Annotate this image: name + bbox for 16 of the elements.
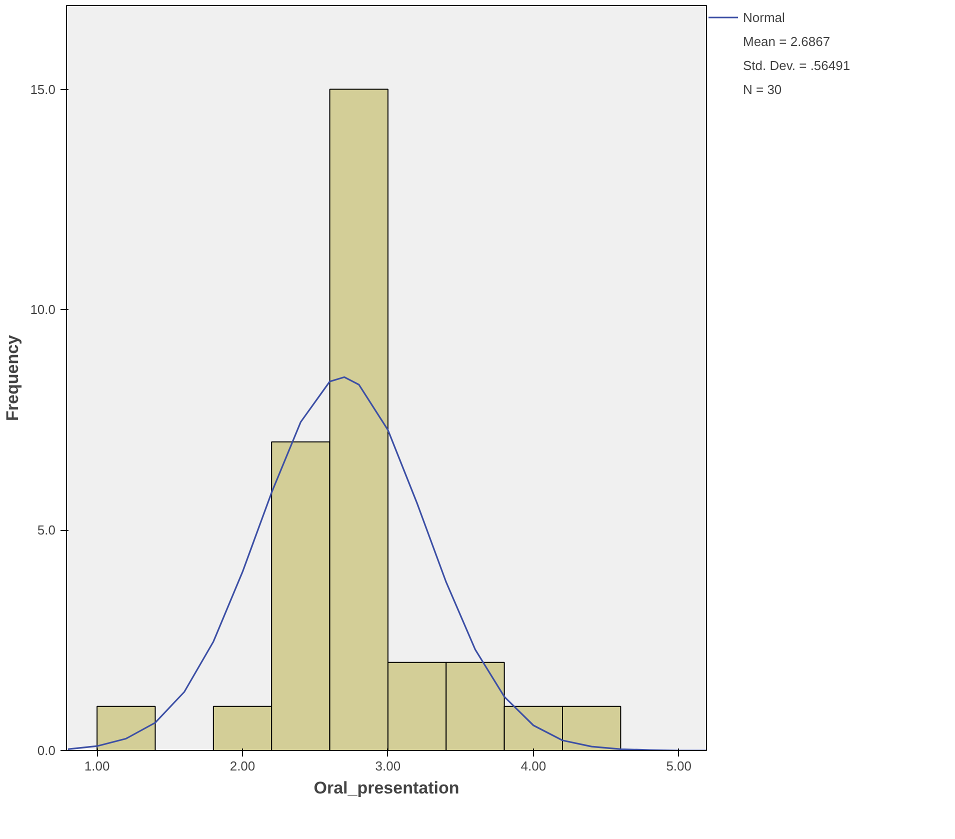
y-tick-label: 0.0 [37,743,56,758]
x-tick-label: 3.00 [375,758,401,774]
line-series [67,376,706,750]
y-axis-title: Frequency [3,334,22,421]
legend-label: Normal [743,10,786,24]
x-tick-label: 4.00 [520,758,546,774]
text: Mean = 2.6867 [743,34,832,48]
text: Std. Dev. = .56491 [743,58,852,72]
y-tick-label: 10.0 [30,302,56,318]
y-tick-label: 5.0 [37,522,56,538]
y-tick-label: 15.0 [30,82,56,97]
x-tick-label: 5.00 [666,758,692,774]
x-axis-title: Oral_presentation [314,778,460,798]
x-tick-label: 2.00 [230,758,256,774]
x-tick-label: 1.00 [84,758,110,774]
text: N = 30 [743,82,783,96]
